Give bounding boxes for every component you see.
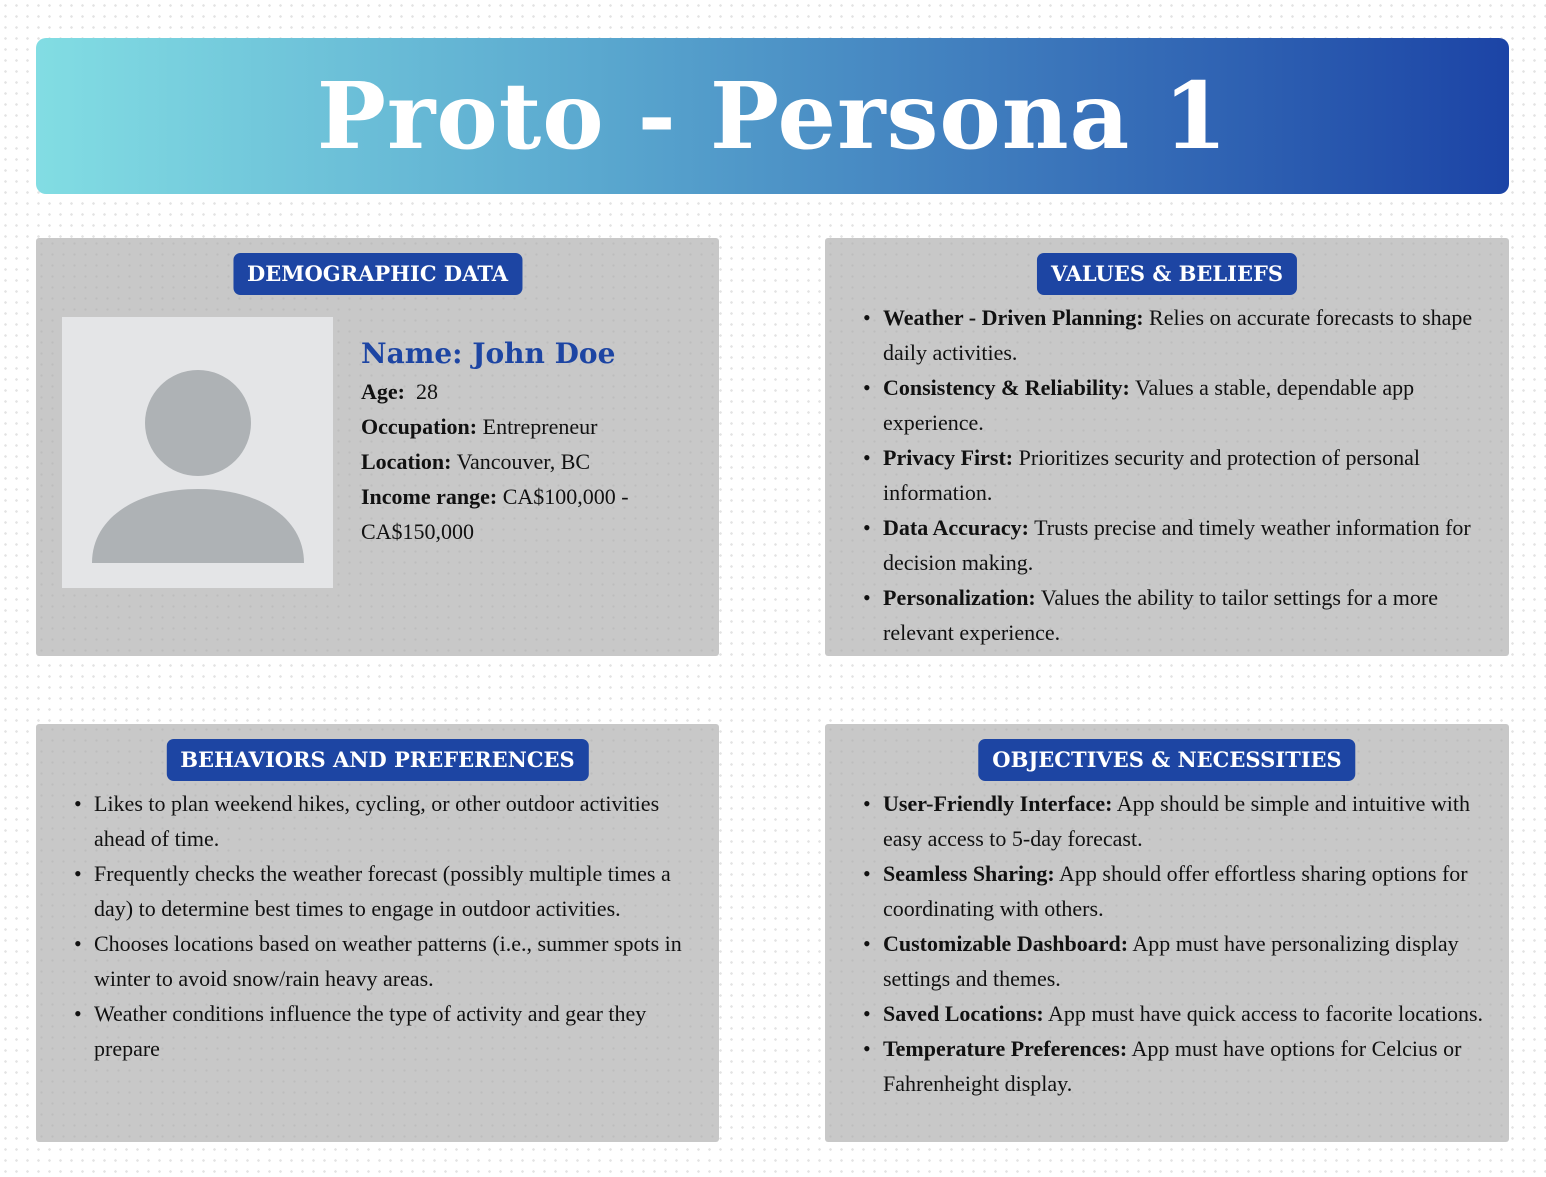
income-label: Income range: — [361, 484, 498, 509]
title-banner: Proto - Persona 1 — [36, 38, 1509, 194]
bullet-icon: • — [863, 585, 871, 610]
bullet-icon: • — [863, 861, 871, 886]
item-label: Saved Locations: — [883, 1001, 1044, 1026]
behaviors-list: • Likes to plan weekend hikes, cycling, o… — [74, 786, 703, 1066]
item-text: Trusts precise and timely weather inform… — [883, 515, 1471, 575]
item-label: Seamless Sharing: — [883, 861, 1055, 886]
item-label: Consistency & Reliability: — [883, 375, 1130, 400]
age-value: 28 — [415, 379, 438, 404]
bullet-icon: • — [74, 791, 82, 816]
bullet-icon: • — [863, 375, 871, 400]
item-text: Values the ability to tailor settings fo… — [883, 585, 1439, 645]
behaviors-panel: BEHAVIORS AND PREFERENCES • Likes to plan… — [36, 724, 719, 1142]
age-row: Age: 28 — [361, 374, 711, 409]
item-text: App should offer effortless sharing opti… — [883, 861, 1468, 921]
bullet-icon: • — [863, 791, 871, 816]
values-panel: VALUES & BELIEFS • Weather - Driven Plann… — [825, 238, 1509, 656]
list-item: • Privacy First: Prioritizes security and… — [863, 440, 1495, 510]
location-row: Location: Vancouver, BC — [361, 444, 711, 479]
item-label: Data Accuracy: — [883, 515, 1030, 540]
list-item: • Frequently checks the weather forecast … — [74, 856, 703, 926]
bullet-icon: • — [863, 1036, 871, 1061]
item-label: Personalization: — [883, 585, 1036, 610]
list-item: • Customizable Dashboard: App must have p… — [863, 926, 1495, 996]
objectives-heading: OBJECTIVES & NECESSITIES — [978, 739, 1356, 781]
bullet-icon: • — [74, 1001, 82, 1026]
bullet-icon: • — [74, 861, 82, 886]
item-text: Weather conditions influence the type of… — [94, 1001, 647, 1061]
list-item: • Weather conditions influence the type o… — [74, 996, 703, 1066]
behaviors-heading: BEHAVIORS AND PREFERENCES — [166, 739, 589, 781]
location-label: Location: — [361, 449, 452, 474]
item-text: App must have personalizing display sett… — [883, 931, 1459, 991]
persona-name: Name: John Doe — [361, 337, 616, 370]
item-text: Prioritizes security and protection of p… — [883, 445, 1420, 505]
list-item: • Saved Locations: App must have quick ac… — [863, 996, 1495, 1031]
item-text: App must have quick access to facorite l… — [1048, 1001, 1484, 1026]
item-label: Temperature Preferences: — [883, 1036, 1128, 1061]
list-item: • Personalization: Values the ability to … — [863, 580, 1495, 650]
user-silhouette-icon — [92, 370, 304, 563]
list-item: • User-Friendly Interface: App should be … — [863, 786, 1495, 856]
income-value-line1: CA$100,000 - — [502, 484, 629, 509]
values-heading: VALUES & BELIEFS — [1036, 253, 1298, 295]
occupation-row: Occupation: Entrepreneur — [361, 409, 711, 444]
item-label: Privacy First: — [883, 445, 1014, 470]
bullet-icon: • — [863, 931, 871, 956]
page-title: Proto - Persona 1 — [316, 62, 1229, 170]
objectives-panel: OBJECTIVES & NECESSITIES • User-Friendly … — [825, 724, 1509, 1142]
item-label: Customizable Dashboard: — [883, 931, 1129, 956]
item-label: Weather - Driven Planning: — [883, 305, 1144, 330]
item-text: App should be simple and intuitive with … — [883, 791, 1470, 851]
objectives-list: • User-Friendly Interface: App should be … — [863, 786, 1495, 1101]
demographic-panel: DEMOGRAPHIC DATA Name: John Doe Age: 28 … — [36, 238, 719, 656]
list-item: • Data Accuracy: Trusts precise and timel… — [863, 510, 1495, 580]
bullet-icon: • — [863, 305, 871, 330]
bullet-icon: • — [74, 931, 82, 956]
occupation-value: Entrepreneur — [482, 414, 598, 439]
item-text: Frequently checks the weather forecast (… — [94, 861, 671, 921]
income-row-continued: CA$150,000 — [361, 514, 711, 549]
item-text: App must have options for Celcius or Fah… — [883, 1036, 1462, 1096]
item-text: Likes to plan weekend hikes, cycling, or… — [94, 791, 660, 851]
list-item: • Consistency & Reliability: Values a sta… — [863, 370, 1495, 440]
list-item: • Chooses locations based on weather patt… — [74, 926, 703, 996]
bullet-icon: • — [863, 445, 871, 470]
bullet-icon: • — [863, 1001, 871, 1026]
demographic-details: Name: John Doe Age: 28 Occupation: Entre… — [361, 334, 711, 549]
item-text: Chooses locations based on weather patte… — [94, 931, 682, 991]
list-item: • Temperature Preferences: App must have … — [863, 1031, 1495, 1101]
occupation-label: Occupation: — [361, 414, 478, 439]
demographic-heading: DEMOGRAPHIC DATA — [232, 253, 523, 295]
location-value: Vancouver, BC — [456, 449, 591, 474]
list-item: • Weather - Driven Planning: Relies on ac… — [863, 300, 1495, 370]
avatar — [62, 317, 333, 588]
values-list: • Weather - Driven Planning: Relies on ac… — [863, 300, 1495, 650]
list-item: • Seamless Sharing: App should offer effo… — [863, 856, 1495, 926]
list-item: • Likes to plan weekend hikes, cycling, o… — [74, 786, 703, 856]
item-text: Relies on accurate forecasts to shape da… — [883, 305, 1473, 365]
item-label: User-Friendly Interface: — [883, 791, 1113, 816]
age-label: Age: — [361, 379, 405, 404]
bullet-icon: • — [863, 515, 871, 540]
income-value-line2: CA$150,000 — [361, 519, 475, 544]
income-row: Income range: CA$100,000 - — [361, 479, 711, 514]
item-text: Values a stable, dependable app experien… — [883, 375, 1415, 435]
